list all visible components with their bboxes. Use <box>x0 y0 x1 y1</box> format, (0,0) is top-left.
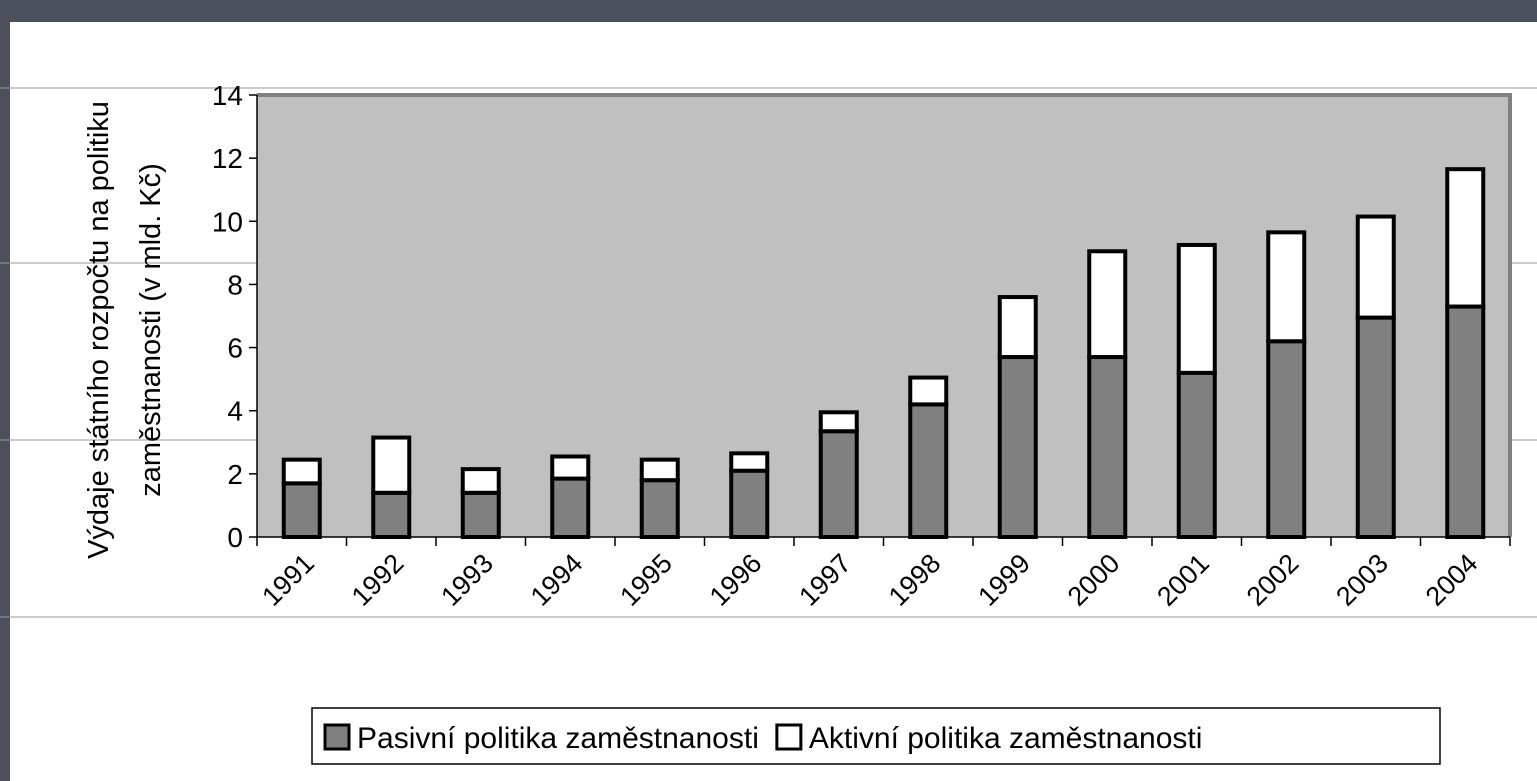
bar-segment <box>371 490 412 539</box>
bar-segment <box>550 454 591 481</box>
y-axis-label: zaměstnanosti (v mld. Kč) <box>135 163 167 497</box>
y-tick-label: 2 <box>227 459 243 490</box>
bar-segment <box>550 476 591 540</box>
bar-segment <box>1266 230 1307 344</box>
y-tick-label: 12 <box>212 143 243 174</box>
bar-segment <box>281 457 322 486</box>
bar-segment <box>818 429 859 539</box>
bar-segment <box>1445 167 1486 309</box>
y-tick-label: 4 <box>227 396 243 427</box>
legend <box>311 707 1441 765</box>
bar-segment <box>997 295 1038 360</box>
plot-border <box>257 93 1512 537</box>
y-tick-label: 8 <box>227 269 243 300</box>
bar-segment <box>281 481 322 540</box>
bar-segment <box>908 375 949 407</box>
bar-segment <box>460 467 501 495</box>
plot-area <box>257 95 1510 537</box>
legend-swatch <box>323 723 351 751</box>
y-axis-label: Výdaje státního rozpočtu na politiku <box>83 101 115 559</box>
bar-segment <box>729 468 770 540</box>
bar-segment <box>1445 304 1486 539</box>
bar-segment <box>1176 370 1217 540</box>
bar-segment <box>639 457 680 483</box>
bar-segment <box>639 478 680 539</box>
bar-segment <box>1266 339 1307 539</box>
legend-swatch <box>775 723 803 751</box>
bar-segment <box>1087 355 1128 539</box>
bar-segment <box>1176 242 1217 375</box>
legend-label: Aktivní politika zaměstnanosti <box>809 722 1203 755</box>
bar-segment <box>997 355 1038 539</box>
y-tick-label: 10 <box>212 206 243 237</box>
bar-segment <box>460 490 501 539</box>
bar-segment <box>1355 315 1396 540</box>
bar-segment <box>729 451 770 473</box>
bar-segment <box>1355 214 1396 320</box>
bar-segment <box>1087 249 1128 360</box>
bar-segment <box>908 402 949 539</box>
y-tick-label: 6 <box>227 333 243 364</box>
y-tick-label: 0 <box>227 522 243 553</box>
bar-segment <box>371 435 412 495</box>
y-tick-label: 14 <box>212 80 243 111</box>
legend-label: Pasivní politika zaměstnanosti <box>357 722 759 755</box>
bar-segment <box>818 410 859 434</box>
